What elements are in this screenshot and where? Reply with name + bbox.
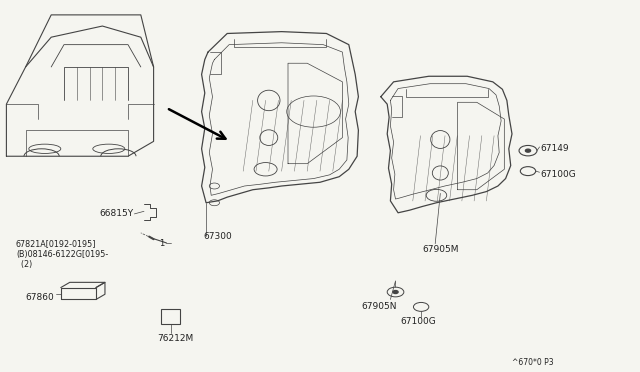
Circle shape	[393, 291, 398, 294]
Text: 1: 1	[159, 239, 164, 248]
Text: 76212M: 76212M	[157, 334, 193, 343]
Text: (B)08146-6122G[0195-: (B)08146-6122G[0195-	[16, 250, 108, 259]
Text: 67905M: 67905M	[422, 245, 459, 254]
Text: 67300: 67300	[204, 232, 232, 241]
Text: 67821A[0192-0195]: 67821A[0192-0195]	[16, 239, 97, 248]
Text: 67149: 67149	[541, 144, 570, 153]
Text: 67860: 67860	[26, 293, 54, 302]
Text: (2): (2)	[16, 260, 32, 269]
Circle shape	[525, 149, 531, 152]
Text: 67100G: 67100G	[541, 170, 577, 179]
Text: 66815Y: 66815Y	[99, 209, 133, 218]
Text: 67100G: 67100G	[400, 317, 436, 326]
Text: ^670*0 P3: ^670*0 P3	[512, 358, 554, 367]
Text: 67905N: 67905N	[362, 302, 397, 311]
Bar	[161, 309, 180, 324]
